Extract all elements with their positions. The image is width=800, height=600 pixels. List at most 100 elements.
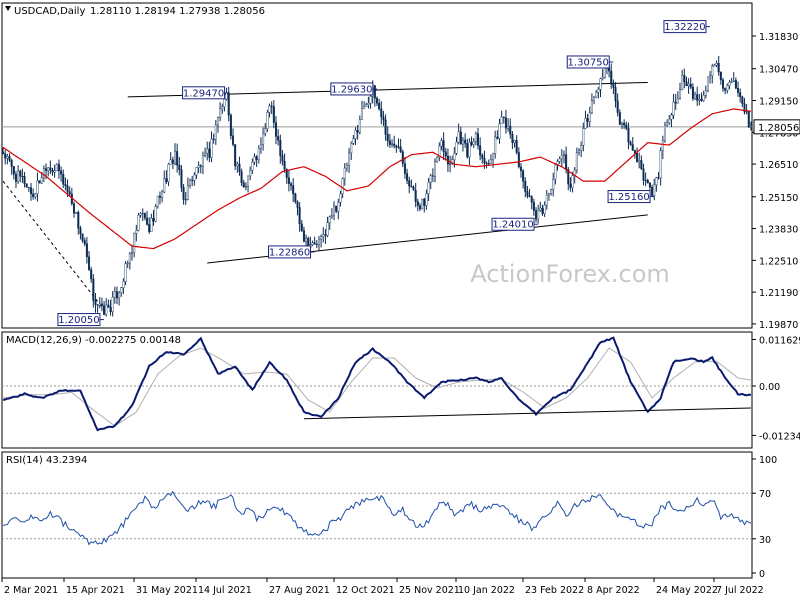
candle-body [543, 204, 546, 214]
candle [477, 128, 480, 150]
price-tick-label: 1.26510 [759, 160, 798, 171]
candle-body [365, 104, 368, 107]
candle-body [492, 153, 495, 160]
candle-body [550, 189, 553, 194]
candle-body [730, 81, 733, 83]
candle-body [238, 163, 241, 172]
candle-body [236, 163, 239, 167]
candle [53, 164, 56, 178]
candle-body [115, 291, 118, 299]
candle [391, 139, 394, 148]
candle-body [206, 148, 209, 154]
candle-body [597, 89, 600, 93]
candle-body [64, 184, 67, 186]
candle-body [676, 98, 679, 104]
candle-body [565, 154, 568, 170]
ohlc-values: 1.28110 1.28194 1.27938 1.28056 [90, 6, 265, 17]
candle-body [595, 91, 598, 98]
last-price-box [753, 119, 800, 135]
candle [741, 95, 744, 108]
candle-body [212, 138, 215, 140]
candle [504, 109, 507, 134]
candle [640, 155, 643, 171]
candle-body [638, 160, 641, 162]
candle [599, 77, 602, 98]
candle [94, 292, 97, 313]
candle [627, 122, 630, 150]
candle [292, 178, 295, 203]
candle-body [578, 150, 581, 153]
candle-body [509, 125, 512, 135]
candle-body [343, 167, 346, 179]
candle [277, 129, 280, 146]
candle-body [113, 291, 116, 298]
candle [131, 244, 134, 261]
candle [711, 63, 714, 84]
candle [691, 83, 694, 101]
time-tick-label: 15 Apr 2021 [66, 585, 125, 596]
candle [199, 164, 202, 174]
candle [423, 197, 426, 213]
candle-body [118, 292, 121, 299]
candle [77, 210, 80, 235]
candle [397, 138, 400, 149]
candle [552, 172, 555, 197]
candle [238, 156, 241, 176]
candle-body [526, 191, 529, 197]
candle-body [636, 152, 639, 162]
candle [229, 113, 232, 140]
candle [249, 166, 252, 181]
candle [472, 138, 475, 148]
candle [2, 147, 5, 155]
candle [219, 102, 222, 122]
rsi-tick-label: 0 [759, 569, 765, 580]
candle [335, 205, 338, 214]
candle-body [264, 128, 267, 134]
candle [554, 164, 557, 185]
candle-body [438, 145, 441, 158]
candle [470, 136, 473, 147]
rsi-tick-label: 100 [759, 455, 777, 466]
price-panel: ActionForex.com 1.29470 1.29630 1.30750 1.32… [1, 2, 800, 331]
candle [8, 153, 11, 162]
candle [507, 118, 510, 132]
candle-body [702, 95, 705, 101]
candle-body [481, 155, 484, 159]
candle [221, 103, 224, 114]
candle-body [287, 177, 290, 184]
candle-body [427, 182, 430, 194]
candle-body [176, 151, 179, 166]
candle-body [96, 304, 99, 306]
candle [676, 91, 679, 104]
candle-body [111, 296, 114, 313]
candle [158, 191, 161, 205]
candle [352, 135, 355, 146]
candle [388, 133, 391, 149]
price-tick-label: 1.25150 [759, 193, 798, 204]
candle-body [167, 164, 170, 182]
candle-body [747, 111, 750, 128]
candle [584, 110, 587, 130]
candle-body [384, 119, 387, 135]
candle [524, 177, 527, 198]
candle [244, 182, 247, 191]
candle [681, 69, 684, 91]
candle [49, 160, 52, 175]
candle-body [62, 174, 65, 185]
candle-body [182, 187, 185, 200]
annotation-label: 1.30750 [568, 57, 609, 68]
candle-body [8, 156, 11, 161]
candle [683, 68, 686, 89]
candle-body [270, 105, 273, 107]
candle [528, 188, 531, 198]
candle-body [517, 152, 520, 168]
candle [571, 171, 574, 193]
candle-body [431, 175, 434, 177]
candle [281, 150, 284, 166]
candle-body [470, 141, 473, 145]
candle-body [629, 141, 632, 145]
candle-body [455, 141, 458, 154]
candle [345, 162, 348, 172]
candle-body [51, 170, 54, 173]
candle-body [150, 218, 153, 233]
